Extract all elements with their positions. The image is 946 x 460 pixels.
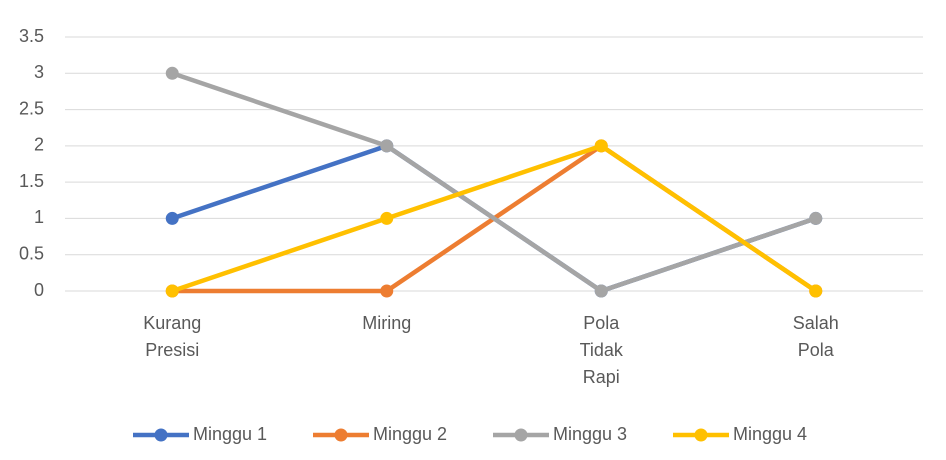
y-tick-label: 0 [34,280,44,300]
legend-label: Minggu 2 [373,424,447,444]
legend-label: Minggu 3 [553,424,627,444]
legend-label: Minggu 4 [733,424,807,444]
y-tick-label: 2.5 [19,98,44,118]
y-tick-label: 3.5 [19,26,44,46]
series-line [171,71,817,294]
legend-marker [694,428,708,442]
data-point [809,284,823,298]
y-tick-label: 1 [34,207,44,227]
x-tick-label: Salah Pola [793,313,839,360]
data-point [594,139,608,153]
x-tick-label: Kurang Presisi [143,313,201,360]
data-point [165,284,179,298]
legend-label: Minggu 1 [193,424,267,444]
data-point [594,284,608,298]
x-tick-label: Miring [362,313,411,333]
data-point [380,139,394,153]
series-line [171,143,818,294]
y-tick-label: 3 [34,62,44,82]
legend-marker [154,428,168,442]
data-point [380,211,394,225]
y-tick-label: 0.5 [19,243,44,263]
y-tick-label: 2 [34,135,44,155]
y-tick-label: 1.5 [19,171,44,191]
data-point [165,66,179,80]
legend-marker [334,428,348,442]
legend-marker [514,428,528,442]
data-point [809,211,823,225]
data-point [165,211,179,225]
x-tick-label: Pola Tidak Rapi [580,313,624,387]
data-point [380,284,394,298]
